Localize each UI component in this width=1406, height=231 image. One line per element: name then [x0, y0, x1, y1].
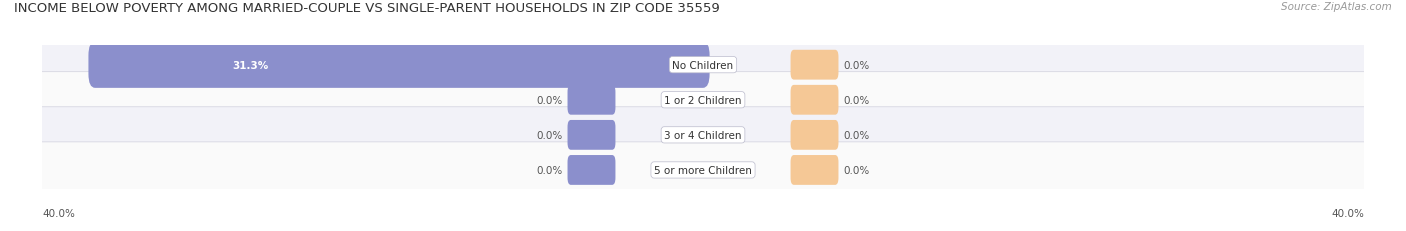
Text: 40.0%: 40.0% [42, 208, 75, 218]
Text: 31.3%: 31.3% [232, 61, 269, 70]
FancyBboxPatch shape [30, 142, 1376, 198]
Text: 0.0%: 0.0% [844, 130, 870, 140]
Text: 40.0%: 40.0% [1331, 208, 1364, 218]
FancyBboxPatch shape [30, 37, 1376, 93]
FancyBboxPatch shape [790, 155, 838, 185]
Text: Source: ZipAtlas.com: Source: ZipAtlas.com [1281, 2, 1392, 12]
FancyBboxPatch shape [89, 42, 710, 88]
Text: 1 or 2 Children: 1 or 2 Children [664, 95, 742, 105]
FancyBboxPatch shape [790, 51, 838, 80]
Text: 5 or more Children: 5 or more Children [654, 165, 752, 175]
FancyBboxPatch shape [568, 85, 616, 115]
FancyBboxPatch shape [568, 155, 616, 185]
Text: 0.0%: 0.0% [844, 165, 870, 175]
FancyBboxPatch shape [790, 85, 838, 115]
Text: 3 or 4 Children: 3 or 4 Children [664, 130, 742, 140]
FancyBboxPatch shape [568, 120, 616, 150]
Text: 0.0%: 0.0% [536, 165, 562, 175]
FancyBboxPatch shape [790, 120, 838, 150]
Text: 0.0%: 0.0% [536, 130, 562, 140]
FancyBboxPatch shape [30, 107, 1376, 163]
Text: 0.0%: 0.0% [536, 95, 562, 105]
FancyBboxPatch shape [30, 72, 1376, 128]
Text: 0.0%: 0.0% [844, 95, 870, 105]
Text: INCOME BELOW POVERTY AMONG MARRIED-COUPLE VS SINGLE-PARENT HOUSEHOLDS IN ZIP COD: INCOME BELOW POVERTY AMONG MARRIED-COUPL… [14, 2, 720, 15]
Text: 0.0%: 0.0% [844, 61, 870, 70]
Text: No Children: No Children [672, 61, 734, 70]
